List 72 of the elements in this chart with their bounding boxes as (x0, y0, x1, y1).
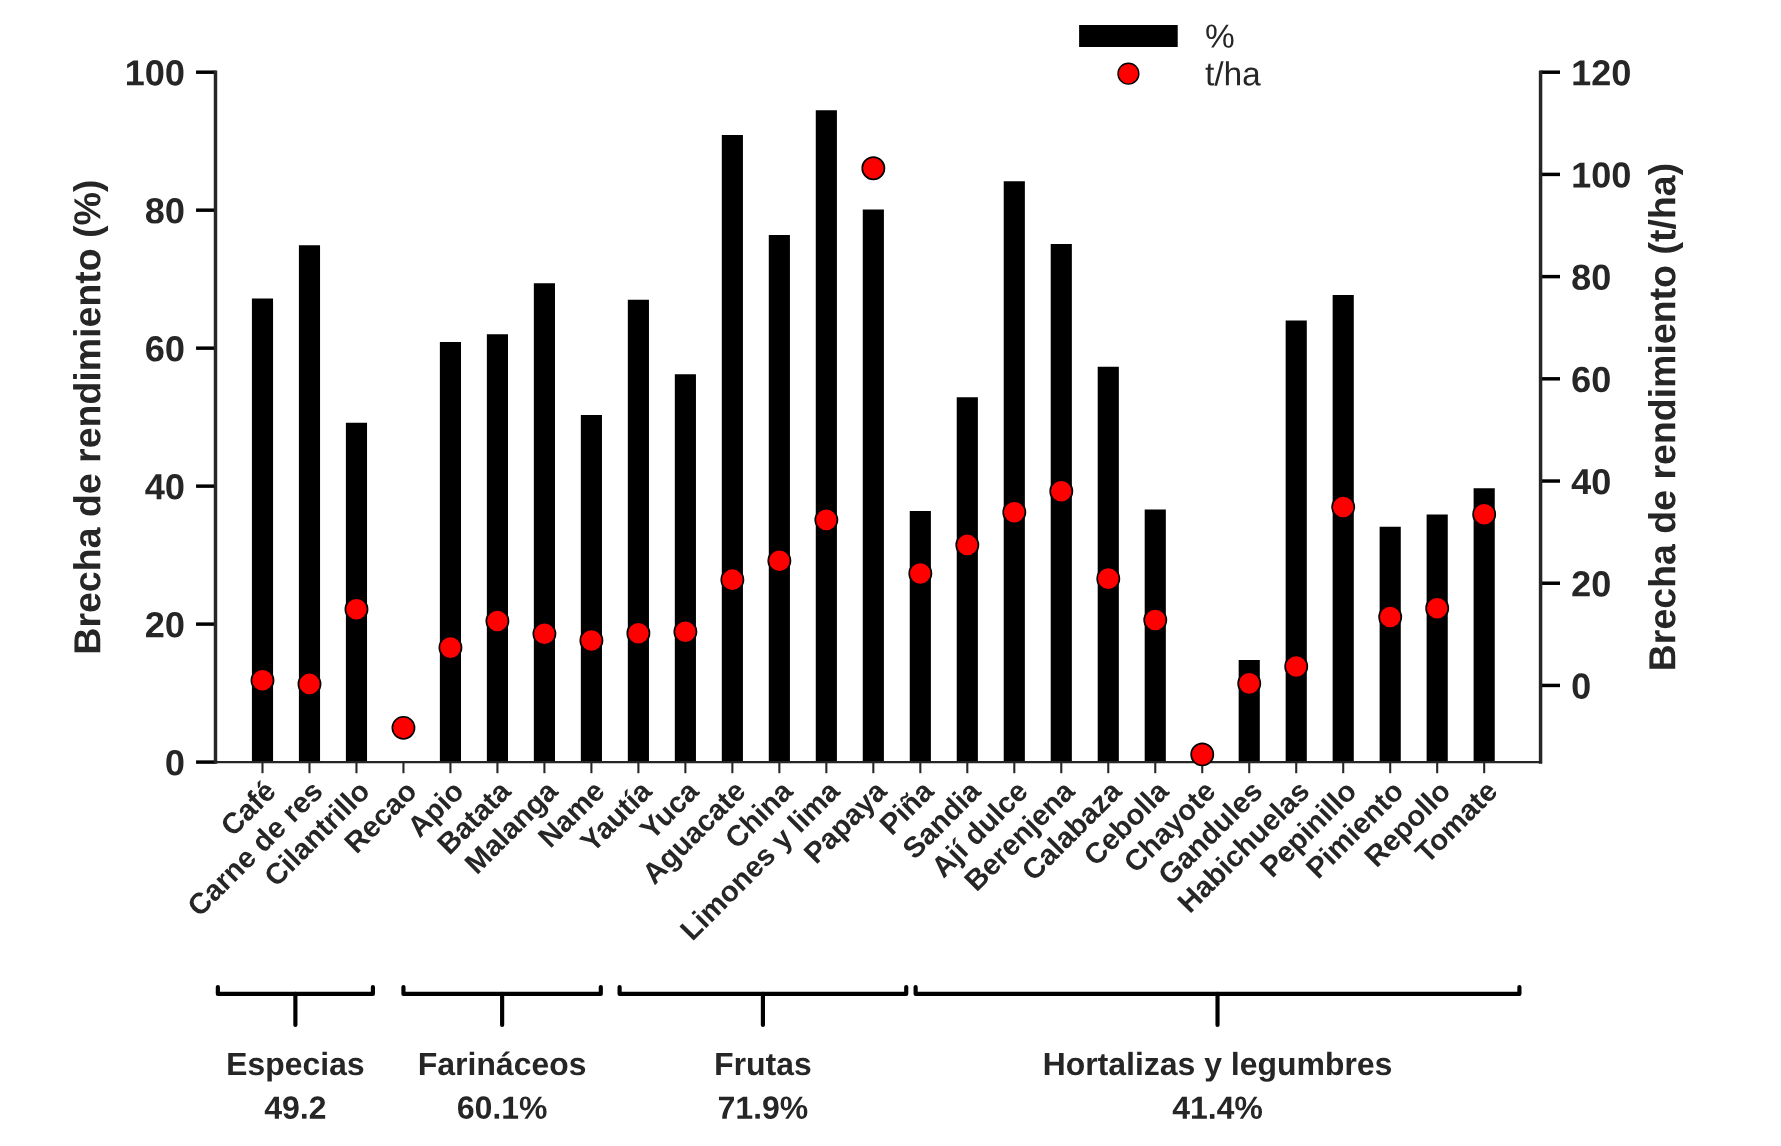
text: Frutas 71.9% (716, 1053, 811, 1119)
point (767, 548, 792, 573)
y2-tick-label: 100 (1573, 162, 1630, 188)
bar (251, 298, 274, 763)
point (1284, 654, 1309, 679)
bar (1285, 320, 1307, 763)
bar (1473, 488, 1495, 763)
bar (909, 510, 931, 763)
y2-tick-label: 0 (1572, 673, 1590, 699)
y-axis-title: Brecha de rendimiento (%) (73, 181, 109, 653)
point (1378, 605, 1403, 629)
point (1002, 500, 1027, 525)
bar (1426, 514, 1448, 763)
point (626, 621, 651, 646)
bar (580, 415, 602, 763)
bar (1050, 243, 1072, 763)
bar (533, 283, 555, 763)
y2-tick-label: 40 (1571, 468, 1610, 495)
y2-tick-label: 120 (1573, 60, 1630, 86)
text: Farináceos 60.1% (419, 1051, 586, 1119)
y-tick-label: 80 (145, 198, 184, 224)
point (1049, 479, 1074, 504)
bar (1097, 366, 1119, 763)
y2-axis-title: Brecha de rendimiento (t/ha) (1648, 164, 1683, 669)
bar (721, 134, 743, 763)
point (1190, 742, 1215, 767)
bar (1003, 181, 1025, 763)
point (673, 619, 698, 644)
point (861, 156, 886, 181)
point (438, 635, 463, 660)
point (720, 567, 745, 592)
bar (627, 299, 649, 763)
bar (1332, 295, 1354, 763)
y2-tick-label: 60 (1572, 366, 1610, 393)
point (485, 609, 510, 633)
y-tick-label: 40 (145, 474, 184, 500)
y-tick-label: 0 (166, 749, 184, 776)
y2-tick-label: 80 (1572, 264, 1610, 291)
point (1237, 671, 1262, 696)
bar (345, 422, 368, 763)
bar (674, 374, 696, 763)
point (1425, 596, 1450, 621)
legend-label: t/ha (1205, 61, 1261, 86)
bar (1144, 509, 1166, 763)
point (250, 668, 275, 693)
point (391, 715, 416, 740)
bar (956, 397, 978, 763)
point (344, 597, 369, 622)
point (1096, 566, 1121, 591)
point (1331, 495, 1356, 520)
text: Hortalizas y legumbres 41.4% (1044, 1051, 1392, 1120)
bar (862, 209, 884, 763)
bar (486, 334, 508, 763)
point (532, 621, 557, 646)
y-tick-label: 100 (126, 60, 184, 86)
text: Especias 49.2 (228, 1051, 364, 1119)
point (1472, 502, 1497, 527)
legend-label: % (1206, 24, 1234, 48)
point (814, 507, 839, 532)
point (955, 532, 980, 557)
bar (815, 110, 837, 763)
y-tick-label: 60 (146, 336, 184, 362)
point (908, 561, 933, 586)
bar (1379, 526, 1401, 763)
point (579, 628, 604, 653)
point (297, 671, 322, 696)
y-tick-label: 20 (146, 611, 184, 638)
bar (439, 341, 462, 763)
bar (298, 245, 321, 763)
y2-tick-label: 20 (1572, 571, 1610, 597)
point (1143, 608, 1168, 632)
bar (768, 235, 790, 763)
